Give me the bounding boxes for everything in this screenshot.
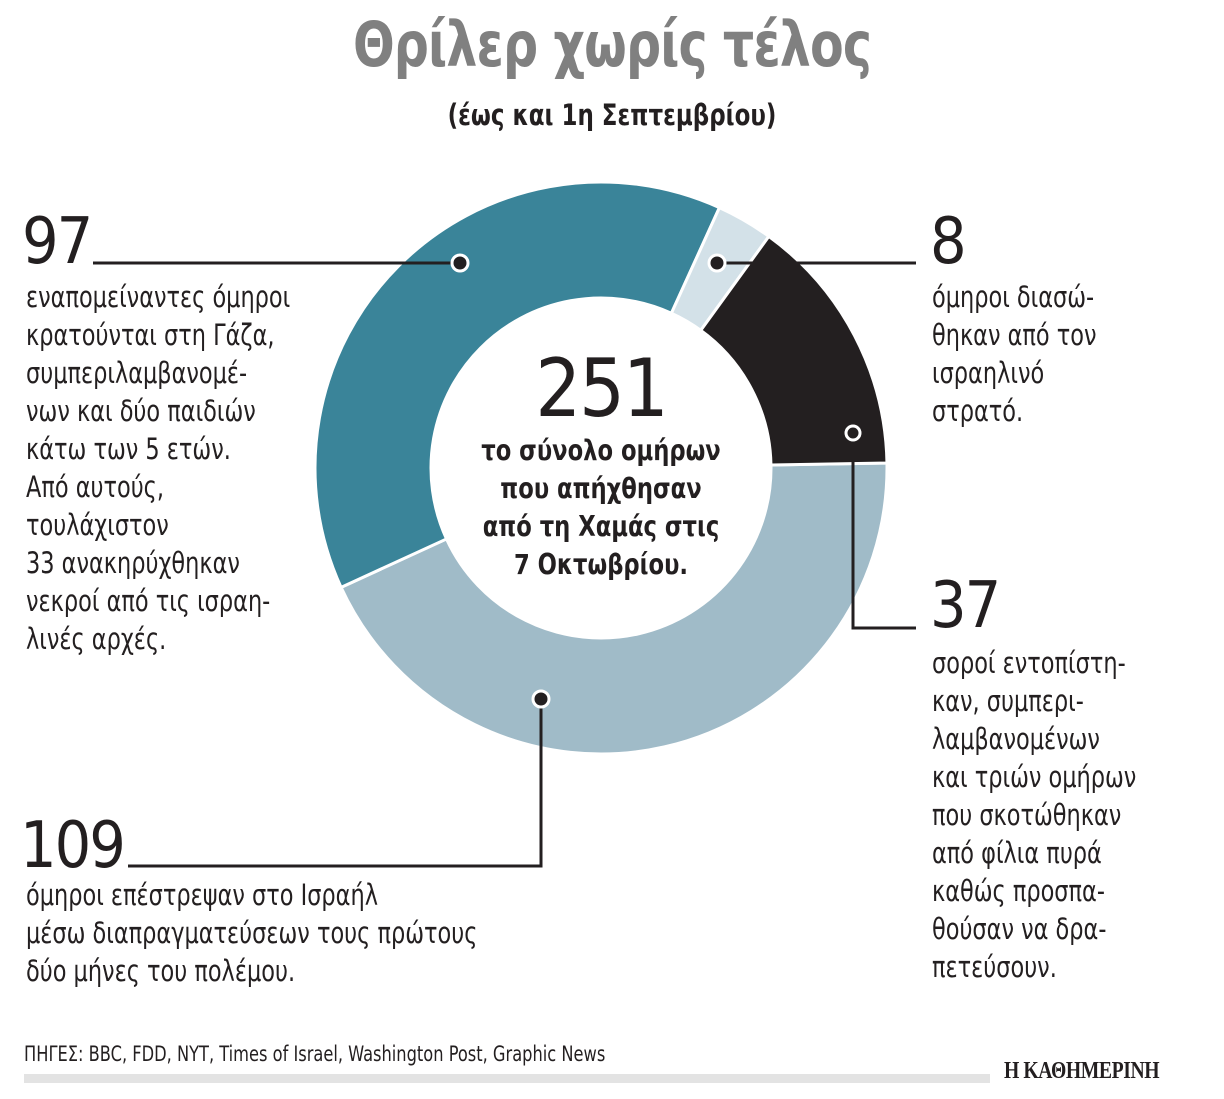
segment-bodies — [698, 234, 889, 467]
leader-line-returned — [128, 699, 543, 868]
dot-remaining — [450, 253, 470, 273]
rescued-description: όμηροι διασώ- θηκαν από τον ισραηλινό στ… — [932, 280, 1097, 428]
dot-rescued — [707, 253, 727, 273]
leader-lines — [93, 261, 916, 868]
dot-returned — [531, 689, 551, 709]
leader-dots — [450, 253, 862, 709]
bodies-description: σοροί εντοπίστη- καν, συμπερι- λαμβανομέ… — [932, 646, 1137, 984]
remaining-value: 97 — [22, 205, 93, 279]
publisher-logo: Η ΚΑΘΗΜΕΡΙΝΗ — [1004, 1058, 1160, 1084]
rescued-value: 8 — [930, 205, 967, 279]
dot-bodies — [844, 424, 862, 442]
remaining-description: εναπομείναντες όμηροι κρατούνται στη Γάζ… — [26, 280, 291, 656]
segment-returned — [339, 461, 889, 756]
returned-description: όμηροι επέστρεψαν στο Ισραήλ μέσω διαπρα… — [26, 878, 478, 988]
chart-subtitle: (έως και 1η Σεπτεμβρίου) — [447, 98, 777, 132]
leader-line-bodies — [851, 433, 916, 630]
footer-rule — [24, 1074, 990, 1083]
chart-title: Θρίλερ χωρίς τέλος — [352, 8, 872, 81]
donut-segments — [313, 180, 889, 756]
bodies-value: 37 — [930, 569, 1001, 643]
total-label: το σύνολο ομήρων που απήχθησαν από τη Χα… — [481, 434, 721, 581]
returned-value: 109 — [20, 809, 126, 883]
sources-note: ΠΗΓΕΣ: BBC, FDD, NYT, Times of Israel, W… — [24, 1042, 606, 1066]
segment-remaining — [313, 180, 722, 590]
total-value: 251 — [535, 342, 668, 435]
